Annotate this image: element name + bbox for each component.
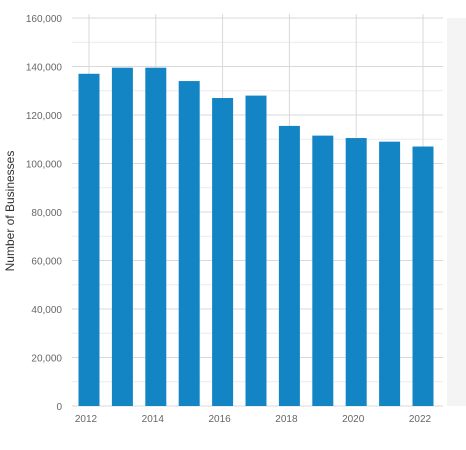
x-tick-label: 2022 — [409, 414, 432, 425]
x-tick-label: 2016 — [208, 414, 231, 425]
y-tick-label: 20,000 — [31, 354, 62, 365]
y-tick-label: 160,000 — [26, 14, 63, 25]
bar-2015 — [178, 81, 200, 407]
y-tick-label: 60,000 — [31, 257, 62, 268]
bars-layer — [78, 67, 434, 407]
x-axis-ticks: 2012 2014 2016 2018 2020 2022 — [75, 414, 432, 425]
bar-2021 — [379, 141, 401, 407]
x-tick-label: 2020 — [342, 414, 365, 425]
bar-2020 — [345, 138, 367, 406]
bar-2019 — [312, 135, 334, 407]
bar-2022 — [412, 146, 434, 406]
bar-2014 — [145, 67, 167, 407]
y-tick-label: 40,000 — [31, 305, 62, 316]
y-axis-ticks: 0 20,000 40,000 60,000 80,000 100,000 120,000 1… — [26, 14, 63, 413]
bar-2017 — [245, 95, 267, 406]
bar-2012 — [78, 73, 100, 407]
bar-2013 — [111, 67, 133, 407]
bar-2018 — [278, 125, 300, 406]
right-panel-strip — [447, 18, 466, 406]
y-tick-label: 100,000 — [26, 160, 63, 171]
y-axis-label: Number of Businesses — [3, 151, 17, 272]
y-tick-label: 120,000 — [26, 111, 63, 122]
x-tick-label: 2018 — [275, 414, 298, 425]
x-tick-label: 2014 — [142, 414, 165, 425]
x-tick-label: 2012 — [75, 414, 98, 425]
y-tick-label: 80,000 — [31, 208, 62, 219]
y-tick-label: 0 — [56, 402, 62, 413]
bar-2016 — [212, 98, 234, 407]
y-tick-label: 140,000 — [26, 63, 63, 74]
